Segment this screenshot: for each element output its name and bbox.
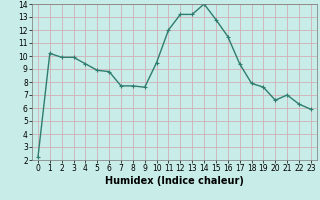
X-axis label: Humidex (Indice chaleur): Humidex (Indice chaleur): [105, 176, 244, 186]
